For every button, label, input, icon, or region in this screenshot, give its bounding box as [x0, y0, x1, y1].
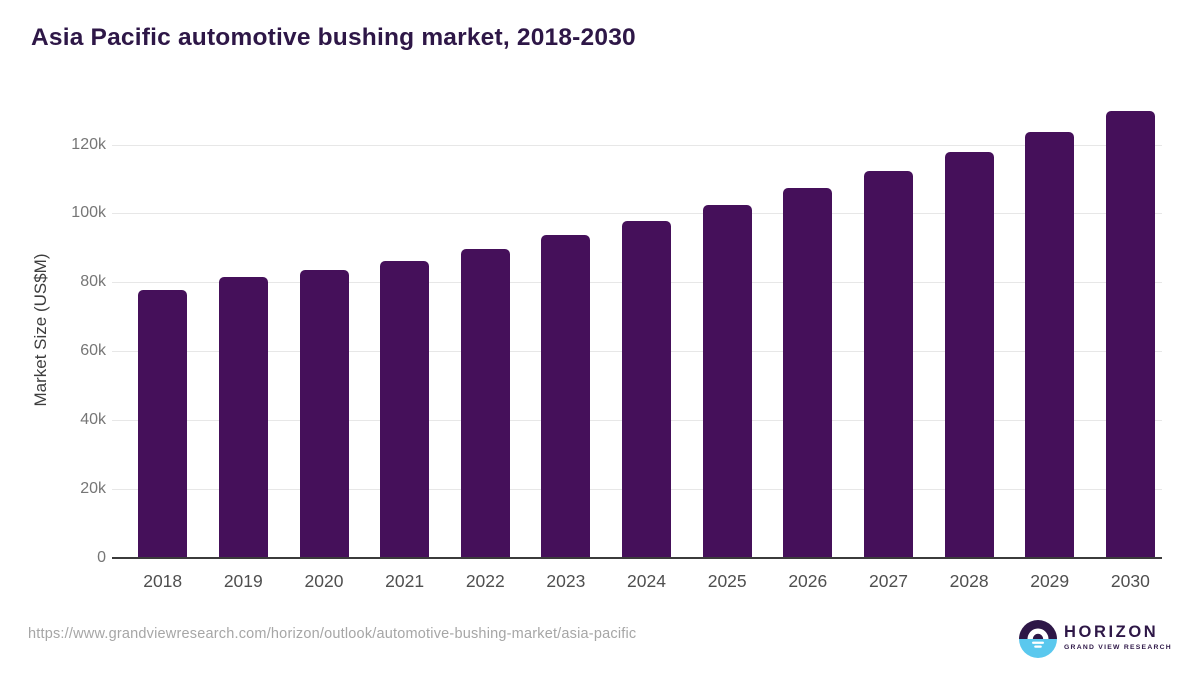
- x-tick-label-2027: 2027: [869, 571, 908, 591]
- horizon-sunrise-icon: [1019, 620, 1057, 663]
- x-tick-label-2030: 2030: [1110, 571, 1150, 591]
- y-tick-label-80k: 80k: [80, 273, 106, 291]
- x-tick-label-2025: 2025: [707, 571, 747, 591]
- x-tick-label-2022: 2022: [465, 571, 505, 591]
- bar-2030: [1105, 110, 1155, 558]
- bar-2027: [864, 171, 913, 558]
- y-tick-label-60k: 60k: [80, 342, 106, 360]
- x-tick-label-2029: 2029: [1030, 571, 1070, 591]
- y-tick-label-20k: 20k: [80, 480, 106, 498]
- bar-2022: [460, 248, 510, 558]
- source-url: https://www.grandviewresearch.com/horizo…: [28, 626, 637, 642]
- chart-title: Asia Pacific automotive bushing market, …: [31, 24, 636, 51]
- bar-2025: [702, 205, 752, 558]
- bar-2021: [380, 261, 430, 558]
- bar-2023: [541, 235, 591, 558]
- y-tick-label-0: 0: [97, 549, 106, 566]
- bar-2018: [138, 290, 188, 558]
- x-tick-label-2019: 2019: [223, 571, 263, 591]
- logo-text: HORIZON GRAND VIEW RESEARCH: [1064, 623, 1174, 652]
- x-tick-label-2021: 2021: [385, 571, 425, 591]
- logo-wordmark: HORIZON: [1064, 623, 1159, 641]
- y-tick-label-40k: 40k: [80, 411, 106, 429]
- bar-2019: [218, 276, 268, 558]
- horizon-logo: HORIZON GRAND VIEW RESEARCH: [1019, 620, 1179, 660]
- bar-2020: [299, 270, 349, 558]
- bar-2028: [944, 151, 994, 558]
- gridline-100k: [112, 213, 1162, 215]
- logo-tagline: GRAND VIEW RESEARCH: [1064, 644, 1172, 651]
- x-tick-label-2018: 2018: [143, 571, 183, 591]
- x-tick-label-2028: 2028: [949, 571, 989, 591]
- gridline-120k: [112, 144, 1162, 146]
- x-tick-label-2020: 2020: [304, 571, 344, 591]
- x-tick-label-2026: 2026: [788, 571, 828, 591]
- y-tick-label-100k: 100k: [71, 204, 106, 222]
- bar-2026: [783, 187, 833, 558]
- x-axis-line: [112, 557, 1162, 559]
- x-tick-label-2024: 2024: [627, 571, 666, 591]
- y-tick-label-120k: 120k: [71, 135, 106, 153]
- bar-2029: [1025, 131, 1075, 558]
- x-tick-label-2023: 2023: [546, 571, 586, 591]
- bar-2024: [622, 221, 671, 558]
